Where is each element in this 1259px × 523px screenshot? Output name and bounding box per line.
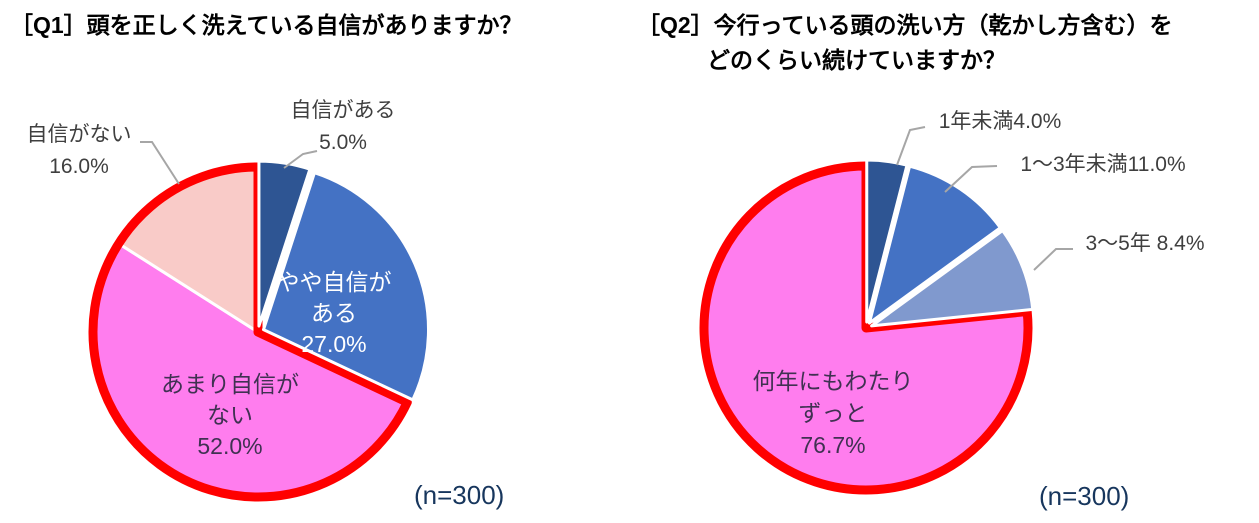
pie-q2-slice-0: [865, 158, 909, 324]
pie-q1-highlight-outline: [88, 162, 412, 502]
pie-q1-slice-0: [257, 159, 312, 328]
q1-title: ［Q1］頭を正しく洗えている自信がありますか？: [10, 8, 523, 43]
pie-q1-leader-line-3: [140, 141, 180, 185]
pie-q1-label-0-line-1: 5.0%: [319, 131, 367, 154]
pie-q1-label-3-line-1: 16.0%: [49, 155, 109, 178]
q2-sample-size: (n=300): [1039, 481, 1130, 511]
pie-q1-label-0-line-0: 自信がある: [291, 99, 396, 122]
pie-q1-leader-line-0: [283, 150, 318, 169]
pie-q1-slice-1: [262, 171, 431, 402]
pie-q2-highlight-outline: [699, 161, 1033, 495]
pie-q1-label-1-line-1: ある: [311, 300, 357, 326]
pie-q2-label-3-line-1: ずっと: [799, 400, 868, 426]
pie-q2-leader-line-2: [1033, 248, 1073, 271]
pie-q2-label-3-line-0: 何年にもわたり: [753, 368, 914, 394]
pie-q1-label-2-line-2: 52.0%: [197, 433, 262, 459]
q1-sample-size: (n=300): [414, 480, 505, 510]
pie-q1-label-2-line-1: ない: [207, 402, 253, 428]
pie-q2-slice-1: [867, 164, 1002, 325]
pie-q2-slice-2: [870, 229, 1035, 328]
pie-q2-label-3-line-2: 76.7%: [800, 432, 865, 458]
pie-q2-label-2-line-0: 3～5年 8.4%: [1085, 232, 1204, 255]
q2-title-line1: ［Q2］今行っている頭の洗い方（乾かし方含む）を: [637, 12, 1173, 38]
pie-q1-label-1-line-0: やや自信が: [277, 269, 392, 295]
q2-title: ［Q2］今行っている頭の洗い方（乾かし方含む）を どのくらい続けていますか？: [637, 8, 1173, 78]
pie-q2-leader-line-1: [944, 165, 998, 193]
pie-q1-label-3-line-0: 自信がない: [27, 123, 132, 146]
q2-title-line2: どのくらい続けていますか？: [707, 47, 1006, 73]
pie-q1-label-1-line-2: 27.0%: [301, 331, 366, 357]
pie-q1-label-2-line-0: あまり自信が: [161, 371, 299, 397]
pie-q2-leader-line-0: [896, 126, 926, 166]
q1-title-line1: ［Q1］頭を正しく洗えている自信がありますか？: [10, 12, 523, 38]
pie-q2-label-1-line-0: 1～3年未満11.0%: [1020, 153, 1185, 176]
pie-q2-label-0-line-0: 1年未満4.0%: [939, 110, 1062, 133]
